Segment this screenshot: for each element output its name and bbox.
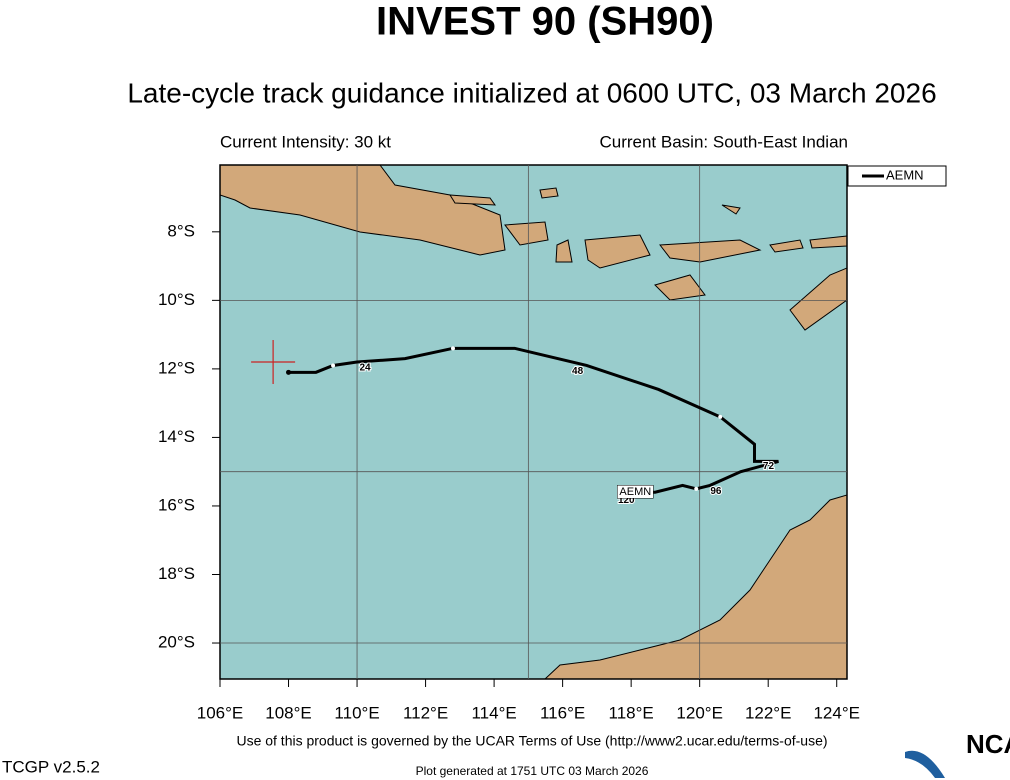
hour-label: 96 (710, 486, 722, 497)
land (220, 165, 847, 679)
hour-label: 48 (572, 366, 584, 377)
track-point (450, 346, 455, 351)
x-tick-label: 108°E (265, 703, 312, 722)
x-tick-label: 110°E (334, 703, 379, 722)
y-tick-label: 18°S (158, 564, 195, 583)
map-frame (219, 164, 848, 680)
generated: Plot generated at 1751 UTC 03 March 2026 (416, 764, 649, 778)
subtitle: Late-cycle track guidance initialized at… (127, 77, 936, 108)
track-point (331, 363, 336, 368)
hour-label: 72 (763, 461, 775, 472)
x-tick-label: 122°E (745, 703, 792, 722)
version: TCGP v2.5.2 (2, 757, 100, 776)
y-tick-label: 16°S (158, 495, 195, 514)
basin: Current Basin: South-East Indian (599, 132, 848, 151)
logo-swoosh (905, 750, 945, 778)
current-position (251, 340, 296, 385)
terms: Use of this product is governed by the U… (236, 733, 827, 749)
track-point (718, 414, 723, 419)
y-tick-label: 10°S (158, 290, 195, 309)
y-tick-label: 20°S (158, 633, 195, 652)
y-tick-label: 8°S (167, 221, 195, 240)
legend-box (847, 165, 947, 187)
title: INVEST 90 (SH90) (376, 0, 714, 44)
x-tick-label: 124°E (813, 703, 860, 722)
x-tick-label: 114°E (471, 703, 516, 722)
end-label: AEMN (619, 486, 651, 498)
intensity: Current Intensity: 30 kt (220, 132, 391, 151)
end-label-box (617, 484, 654, 499)
x-tick-label: 120°E (676, 703, 723, 722)
x-tick-label: 106°E (197, 703, 244, 722)
hour-label: 24 (359, 363, 371, 374)
y-tick-label: 14°S (158, 427, 195, 446)
x-tick-label: 116°E (540, 703, 585, 722)
x-tick-label: 112°E (403, 703, 448, 722)
track-start (286, 369, 292, 375)
x-tick-label: 118°E (609, 703, 654, 722)
y-tick-label: 12°S (158, 358, 195, 377)
logo: NCAR (966, 729, 1010, 759)
track-point (694, 486, 699, 491)
legend-label: AEMN (886, 167, 924, 182)
